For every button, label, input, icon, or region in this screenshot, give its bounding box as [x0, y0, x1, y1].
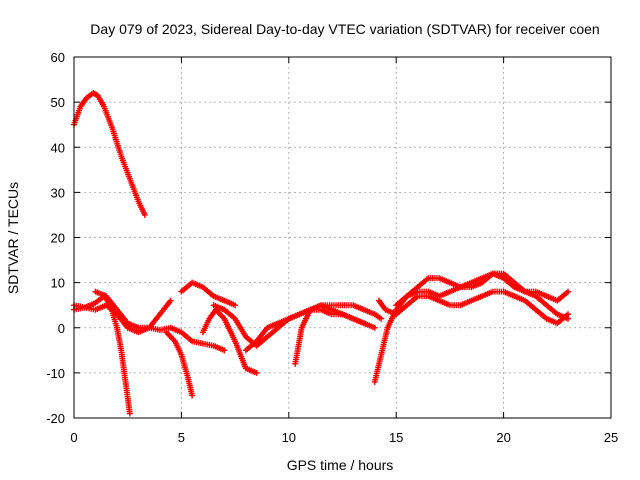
- data-point: [378, 315, 385, 322]
- series-arc-13: [393, 270, 572, 309]
- series-arc-5: [163, 329, 196, 399]
- y-tick-label: 0: [58, 321, 65, 336]
- series-arc-10: [292, 302, 385, 367]
- x-tick-label: 0: [70, 430, 77, 445]
- x-tick-label: 10: [282, 430, 296, 445]
- series-arc-2: [71, 293, 133, 417]
- x-tick-label: 25: [604, 430, 618, 445]
- y-tick-label: 20: [51, 231, 65, 246]
- grid: [74, 57, 611, 418]
- y-axis-label: SDTVAR / TECUs: [5, 182, 21, 294]
- y-tick-label: 50: [51, 95, 65, 110]
- y-tick-label: 30: [51, 185, 65, 200]
- data-point: [565, 288, 572, 295]
- series-arc-11: [371, 270, 572, 385]
- x-axis-label: GPS time / hours: [287, 457, 394, 473]
- data-point: [189, 392, 196, 399]
- data-point: [232, 302, 239, 309]
- data-point: [371, 324, 378, 331]
- data-points: [71, 90, 572, 417]
- data-point: [565, 311, 572, 318]
- series-arc-12: [376, 288, 572, 327]
- y-tick-label: 10: [51, 276, 65, 291]
- chart-title: Day 079 of 2023, Sidereal Day-to-day VTE…: [90, 21, 599, 37]
- x-tick-label: 20: [496, 430, 510, 445]
- series-arc-7: [199, 306, 260, 376]
- data-point: [253, 369, 260, 376]
- x-tick-label: 15: [389, 430, 403, 445]
- series-arc-1: [71, 90, 148, 218]
- data-point: [167, 297, 174, 304]
- y-tick-label: 40: [51, 140, 65, 155]
- axis-ticks: -20 -10 0 10 20 30 40 50 60 0 5 10 15 20 25: [46, 50, 618, 445]
- y-tick-label: -10: [46, 366, 65, 381]
- x-tick-label: 5: [178, 430, 185, 445]
- data-point: [126, 410, 133, 417]
- series-arc-3: [71, 297, 174, 336]
- y-tick-label: 60: [51, 50, 65, 65]
- series-arc-6: [178, 279, 239, 309]
- data-point: [141, 211, 148, 218]
- data-point: [221, 347, 228, 354]
- y-tick-label: -20: [46, 411, 65, 426]
